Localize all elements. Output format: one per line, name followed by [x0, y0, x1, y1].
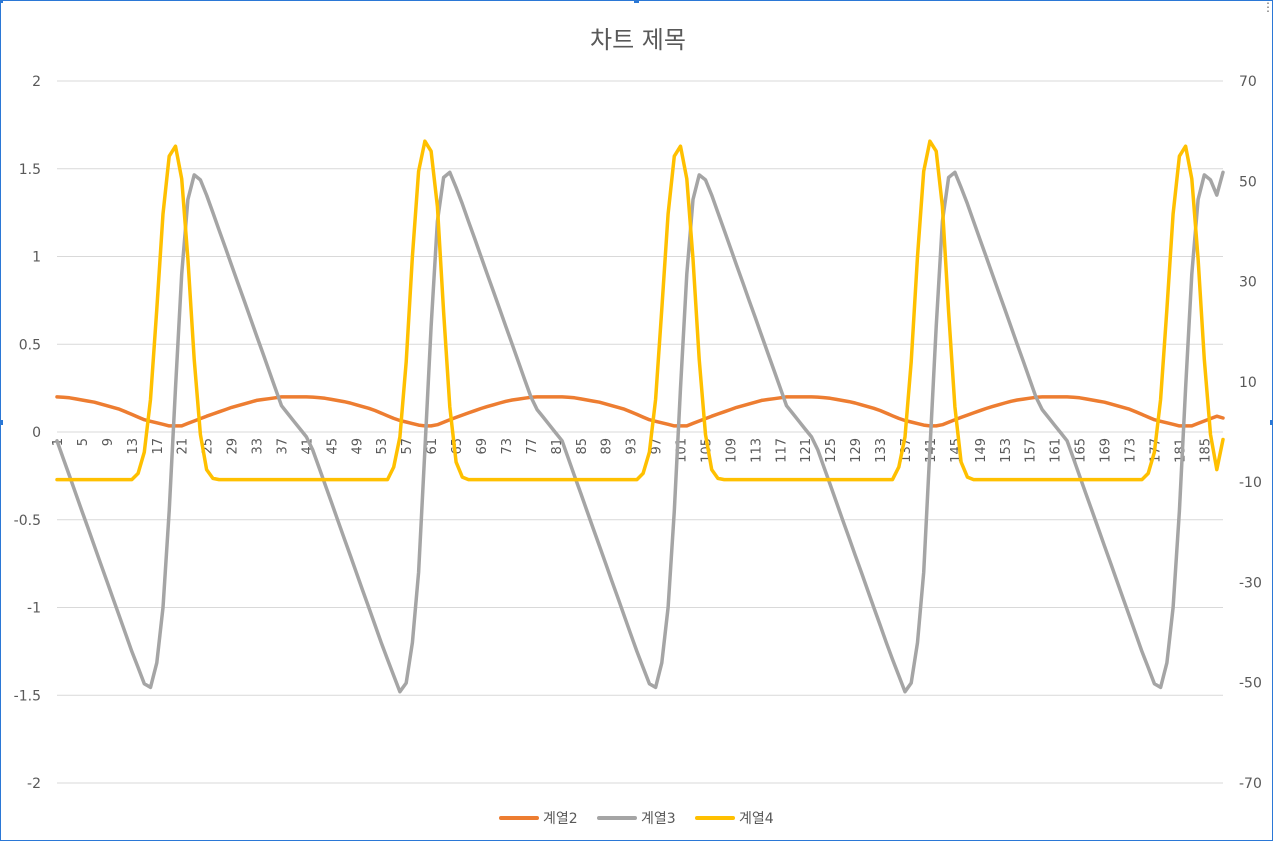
series-line-계열2 — [55, 395, 1225, 428]
x-tick-label: 73 — [500, 438, 515, 455]
series-line-계열3 — [55, 170, 1225, 694]
x-tick-label: 125 — [824, 438, 839, 463]
y-right-tick-label: 10 — [1239, 375, 1257, 391]
x-tick-label: 57 — [400, 438, 415, 455]
resize-handle-top[interactable] — [634, 1, 639, 3]
grid-lines — [57, 80, 1223, 784]
more-options-icon[interactable]: ⋮ — [1262, 0, 1273, 14]
x-tick-label: 121 — [799, 438, 814, 463]
x-tick-label: 165 — [1074, 438, 1089, 463]
x-tick-label: 117 — [774, 438, 789, 463]
x-tick-label: 133 — [874, 438, 889, 463]
x-tick-label: 49 — [350, 438, 365, 455]
y-left-tick-label: -2 — [27, 776, 41, 792]
x-tick-label: 13 — [126, 438, 141, 455]
x-tick-label: 97 — [650, 438, 665, 455]
x-tick-label: 149 — [974, 438, 989, 463]
x-tick-label: 77 — [525, 438, 540, 455]
legend[interactable]: 계열2 계열3 계열4 — [499, 811, 774, 827]
x-tick-label: 169 — [1099, 438, 1114, 463]
x-tick-label: 53 — [375, 438, 390, 455]
legend-label-계열4: 계열4 — [739, 811, 774, 827]
y-left-tick-label: 2 — [32, 74, 41, 90]
y-right-tick-label: 50 — [1239, 174, 1257, 190]
y-right-tick-label: 70 — [1239, 74, 1257, 90]
x-tick-label: 61 — [425, 438, 440, 455]
x-tick-label: 113 — [749, 438, 764, 463]
x-axis: 1 5 9 13 17 21 25 29 33 37 41 45 49 53 57 61 65 69 73 77 81 8… — [51, 438, 1213, 463]
chart-title: 차트 제목 — [590, 26, 686, 54]
y-right-tick-label: 30 — [1239, 275, 1257, 291]
x-tick-label: 89 — [600, 438, 615, 455]
resize-handle-right[interactable] — [1270, 420, 1272, 425]
y-left-tick-label: -0.5 — [14, 513, 41, 529]
x-tick-label: 157 — [1024, 438, 1039, 463]
x-tick-label: 173 — [1123, 438, 1138, 463]
y-left-tick-label: 1.5 — [19, 162, 41, 178]
x-tick-label: 161 — [1049, 438, 1064, 463]
series-line-계열4 — [55, 139, 1225, 482]
y-right-tick-label: -30 — [1239, 575, 1262, 591]
y-axis-left: 2 1.5 1 0.5 0 -0.5 -1 -1.5 -2 — [14, 74, 41, 792]
y-left-tick-label: 0 — [32, 425, 41, 441]
y-right-tick-label: -50 — [1239, 676, 1262, 692]
plot-area[interactable] — [55, 139, 1225, 694]
legend-label-계열3: 계열3 — [641, 811, 676, 827]
y-left-tick-label: -1 — [27, 601, 41, 617]
x-tick-label: 37 — [275, 438, 290, 455]
y-left-tick-label: 1 — [32, 250, 41, 266]
x-tick-label: 17 — [151, 438, 166, 455]
x-tick-label: 45 — [325, 438, 340, 455]
y-left-tick-label: -1.5 — [14, 688, 41, 704]
x-tick-label: 33 — [251, 438, 266, 455]
x-tick-label: 85 — [575, 438, 590, 455]
x-tick-label: 109 — [724, 438, 739, 463]
x-tick-label: 69 — [475, 438, 490, 455]
x-tick-label: 9 — [101, 438, 116, 446]
x-tick-label: 29 — [226, 438, 241, 455]
y-axis-right: 70 50 30 10 -10 -30 -50 -70 — [1239, 74, 1262, 792]
resize-handle-left[interactable] — [1, 420, 3, 425]
y-right-tick-label: -70 — [1239, 776, 1262, 792]
y-left-tick-label: 0.5 — [19, 337, 41, 353]
x-tick-label: 93 — [625, 438, 640, 455]
x-tick-label: 185 — [1198, 438, 1213, 463]
x-tick-label: 21 — [176, 438, 191, 455]
x-tick-label: 129 — [849, 438, 864, 463]
resize-handle-top-left[interactable] — [1, 1, 3, 3]
x-tick-label: 153 — [999, 438, 1014, 463]
x-tick-label: 5 — [76, 438, 91, 446]
legend-label-계열2: 계열2 — [543, 811, 578, 827]
y-right-tick-label: -10 — [1239, 475, 1262, 491]
